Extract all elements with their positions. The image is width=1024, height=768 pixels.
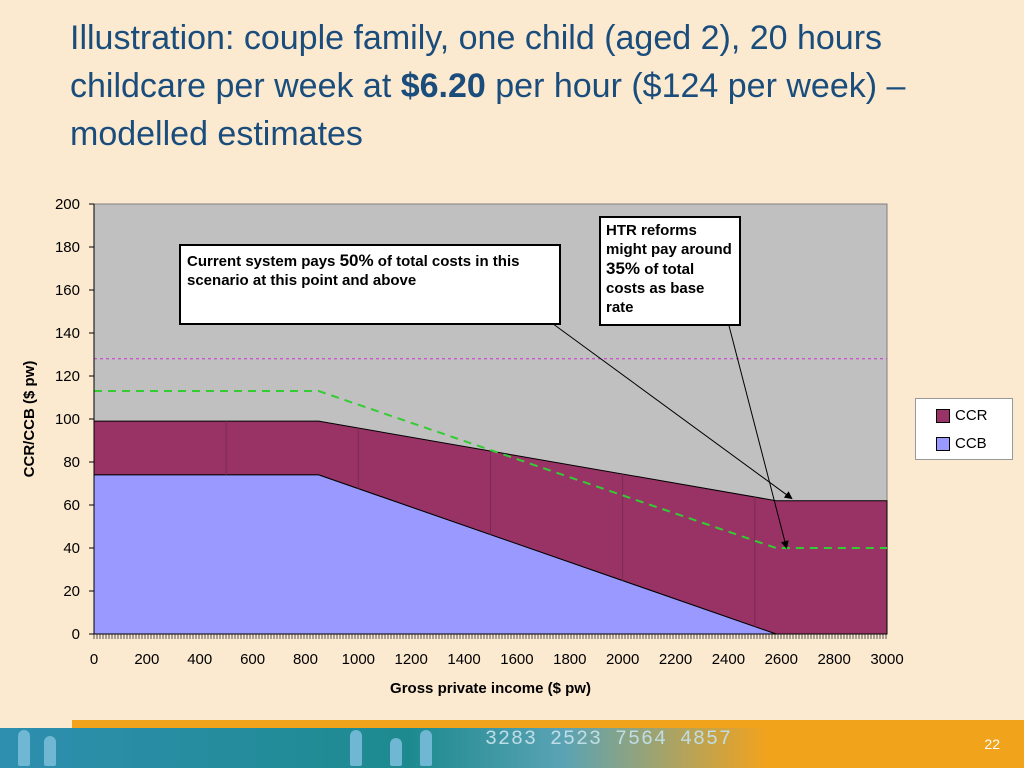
legend-label-ccr: CCR — [955, 407, 988, 424]
y-tick-label: 40 — [63, 540, 80, 557]
person-figure-icon — [390, 738, 402, 766]
y-tick-label: 80 — [63, 454, 80, 471]
legend-item-ccr: CCR — [936, 407, 988, 424]
annotation-arrow-current — [544, 317, 793, 500]
person-figure-icon — [420, 730, 432, 766]
x-tick-label: 0 — [90, 651, 98, 668]
legend-swatch-ccb — [936, 436, 950, 451]
y-tick-label: 20 — [63, 583, 80, 600]
legend-item-ccb: CCB — [936, 435, 987, 452]
x-tick-label: 1800 — [553, 651, 586, 668]
x-tick-label: 1000 — [342, 651, 375, 668]
y-tick-label: 180 — [55, 239, 80, 256]
annotation-current-pct: 50% — [339, 251, 374, 270]
footer-orange-strip — [72, 720, 1024, 728]
y-tick-label: 120 — [55, 368, 80, 385]
x-tick-label: 1600 — [500, 651, 533, 668]
slide-number: 22 — [984, 736, 1000, 752]
footer-digits: 3283 2523 7564 4857 — [485, 728, 733, 751]
x-tick-label: 600 — [240, 651, 265, 668]
annotation-htr-post: of total costs as base rate — [606, 261, 705, 316]
annotation-htr-reforms: HTR reforms might pay around 35% of tota… — [599, 216, 741, 326]
y-tick-label: 200 — [55, 196, 80, 213]
title-part1: Illustration: couple family, one child (… — [70, 19, 883, 105]
x-tick-label: 400 — [187, 651, 212, 668]
x-tick-label: 2000 — [606, 651, 639, 668]
y-axis-label: CCR/CCB ($ pw) — [21, 361, 38, 478]
x-tick-label: 800 — [293, 651, 318, 668]
annotation-htr-pct: 35% — [606, 259, 641, 278]
slide-title: Illustration: couple family, one child (… — [70, 14, 970, 158]
annotation-current-post: of total costs in this scenario at this … — [187, 253, 520, 289]
x-tick-label: 2600 — [765, 651, 798, 668]
x-tick-label: 2200 — [659, 651, 692, 668]
legend-label-ccb: CCB — [955, 435, 987, 452]
x-tick-label: 2800 — [817, 651, 850, 668]
y-tick-label: 140 — [55, 325, 80, 342]
y-tick-label: 100 — [55, 411, 80, 428]
annotation-current-pre: Current system pays — [187, 253, 340, 270]
y-tick-label: 60 — [63, 497, 80, 514]
person-figure-icon — [18, 730, 30, 766]
x-tick-label: 3000 — [870, 651, 903, 668]
title-rate: $6.20 — [400, 67, 486, 105]
title-part2: per hour ($124 per week) – modelled esti… — [70, 67, 906, 153]
x-tick-label: 1200 — [395, 651, 428, 668]
y-tick-label: 160 — [55, 282, 80, 299]
annotation-current-system: Current system pays 50% of total costs i… — [179, 244, 561, 325]
x-tick-label: 1400 — [447, 651, 480, 668]
y-tick-label: 0 — [72, 626, 80, 643]
chart-legend: CCR CCB — [915, 398, 1013, 460]
x-axis-label: Gross private income ($ pw) — [390, 680, 591, 697]
annotation-arrow-htr — [726, 317, 789, 549]
footer-band — [0, 728, 1024, 768]
person-figure-icon — [44, 736, 56, 766]
x-tick-label: 2400 — [712, 651, 745, 668]
x-tick-label: 200 — [134, 651, 159, 668]
legend-swatch-ccr — [936, 408, 950, 423]
green-dashed-line — [94, 390, 887, 549]
person-figure-icon — [350, 730, 362, 766]
annotation-htr-pre: HTR reforms might pay around — [606, 222, 732, 258]
